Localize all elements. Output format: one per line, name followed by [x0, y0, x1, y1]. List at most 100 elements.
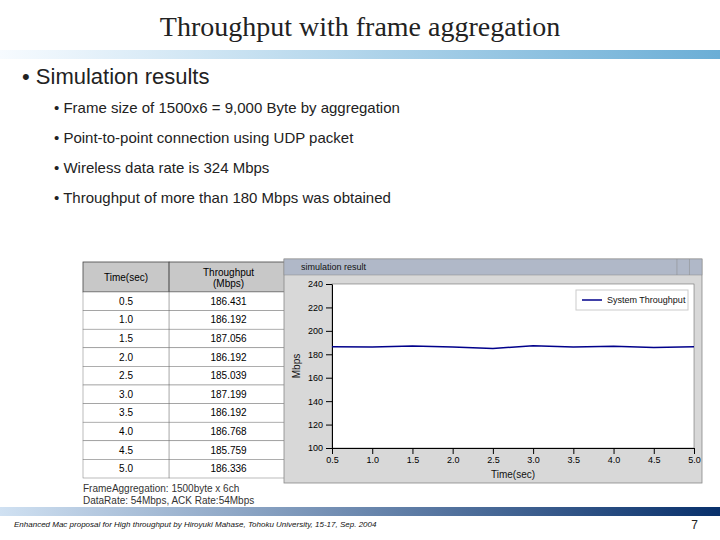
x-axis-title: Time(sec): [491, 469, 535, 480]
table-cell: [83, 366, 169, 385]
table-cell-text: 3.5: [119, 407, 133, 418]
table-cell: [169, 441, 288, 460]
sub-bullet: • Wireless data rate is 324 Mbps: [54, 159, 269, 176]
x-tick-mark: [573, 448, 574, 454]
table-cell-text: 186.768: [210, 426, 247, 437]
x-tick: 0.5: [326, 448, 339, 465]
table-cell: [169, 404, 288, 423]
footer-text: Enhanced Mac proposal for High throughpu…: [14, 520, 377, 529]
y-axis-line: [332, 285, 333, 449]
table-cell-text: 185.759: [210, 445, 247, 456]
title: Throughput with frame aggregation: [160, 11, 560, 42]
table-cell-text: 186.192: [210, 314, 247, 325]
table-cell-text: 4.0: [119, 426, 133, 437]
window-titlebar: [284, 259, 702, 275]
table-cell-text: 186.192: [210, 352, 247, 363]
x-axis: 0.51.01.52.02.53.03.54.04.55.0: [326, 448, 701, 465]
table-header-cell: [83, 262, 169, 292]
x-tick: 5.0: [688, 448, 701, 465]
x-tick: 4.0: [608, 448, 621, 465]
window-button-divider: [689, 259, 690, 275]
y-tick-label: 220: [308, 303, 323, 313]
table-cell-text: 5.0: [119, 463, 133, 474]
x-tick-label: 2.0: [447, 455, 460, 465]
table-header-cell: [169, 262, 288, 292]
y-tick-mark: [326, 331, 332, 332]
y-tick-label: 140: [308, 397, 323, 407]
x-tick-label: 2.5: [487, 455, 500, 465]
y-tick: 220: [308, 303, 332, 313]
y-tick-mark: [326, 448, 332, 449]
y-tick: 200: [308, 326, 332, 336]
caption: FrameAggregation: 1500byte x 6ch: [83, 483, 239, 494]
table-cell: [169, 311, 288, 330]
x-tick-label: 4.0: [608, 455, 621, 465]
table-cell: [83, 459, 169, 478]
y-tick: 140: [308, 397, 332, 407]
title-rule: [0, 50, 720, 59]
table-cell-text: 1.5: [119, 333, 133, 344]
y-tick-label: 240: [308, 279, 323, 289]
y-tick-label: 160: [308, 373, 323, 383]
table-cell: [169, 366, 288, 385]
x-tick: 3.0: [527, 448, 540, 465]
x-tick-label: 3.0: [527, 455, 540, 465]
x-tick-mark: [332, 448, 333, 454]
x-tick-mark: [412, 448, 413, 454]
y-tick-label: 180: [308, 350, 323, 360]
table-cell-text: 187.056: [210, 333, 247, 344]
table-cell: [83, 441, 169, 460]
table-cell: [83, 311, 169, 330]
x-tick: 3.5: [568, 448, 581, 465]
x-tick-mark: [614, 448, 615, 454]
y-tick: 240: [308, 279, 332, 289]
x-tick-label: 5.0: [688, 455, 701, 465]
table-cell: [169, 329, 288, 348]
table-cell-text: 186.192: [210, 407, 247, 418]
sub-bullet: • Throughput of more than 180 Mbps was o…: [54, 189, 391, 206]
y-tick-mark: [326, 354, 332, 355]
sub-bullet: • Point-to-point connection using UDP pa…: [54, 129, 354, 146]
y-tick-mark: [326, 284, 332, 285]
table-cell-text: 0.5: [119, 296, 133, 307]
table-cell: [83, 292, 169, 311]
table-header: Throughput(Mbps): [203, 266, 254, 288]
window-title: simulation result: [301, 262, 367, 272]
legend: System Throughput: [576, 290, 688, 310]
y-tick-label: 100: [308, 443, 323, 453]
table-cell-text: 3.0: [119, 389, 133, 400]
x-tick-mark: [654, 448, 655, 454]
table-cell-text: 185.039: [210, 370, 247, 381]
footer-rule: [0, 507, 720, 516]
x-tick-label: 1.5: [407, 455, 420, 465]
table: Time(sec)Throughput(Mbps)0.5186.4311.018…: [83, 262, 288, 478]
table-cell: [83, 348, 169, 367]
table-cell: [169, 385, 288, 404]
y-tick-label: 200: [308, 326, 323, 336]
x-tick-mark: [694, 448, 695, 454]
legend-box: [576, 290, 688, 310]
x-tick-mark: [453, 448, 454, 454]
slide: Throughput with frame aggregation• Simul…: [0, 0, 720, 540]
table-cell: [169, 348, 288, 367]
table-cell: [169, 459, 288, 478]
table-cell: [169, 422, 288, 441]
y-tick: 180: [308, 350, 332, 360]
x-tick: 1.5: [407, 448, 420, 465]
x-tick: 4.5: [648, 448, 661, 465]
y-axis: 100120140160180200220240: [308, 279, 333, 453]
table-cell-text: 186.431: [210, 296, 247, 307]
window-frame: [284, 259, 702, 483]
table-cell-text: 187.199: [210, 389, 247, 400]
y-tick: 100: [308, 443, 332, 453]
table-cell-text: 186.336: [210, 463, 247, 474]
legend-label: System Throughput: [607, 295, 686, 305]
data-line: [332, 346, 694, 349]
x-tick: 2.0: [447, 448, 460, 465]
table-header: Time(sec): [104, 272, 148, 283]
table-cell: [83, 329, 169, 348]
x-tick-mark: [372, 448, 373, 454]
y-axis-title: Mbps: [291, 354, 302, 378]
plot-background: [332, 284, 694, 448]
table-cell: [83, 404, 169, 423]
